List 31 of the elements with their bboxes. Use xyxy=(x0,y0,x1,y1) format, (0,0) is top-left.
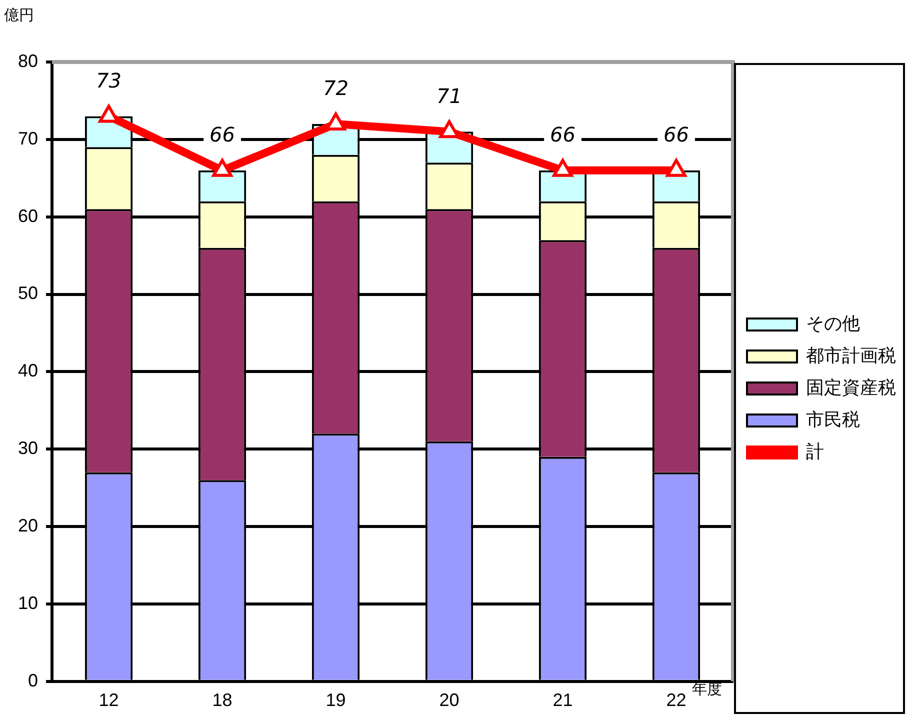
point xyxy=(212,158,232,177)
y-tick-label: 70 xyxy=(18,128,38,148)
x-tick-label: 19 xyxy=(326,690,346,710)
y-tick-label: 10 xyxy=(18,592,38,613)
x-tick-label: 20 xyxy=(439,690,460,710)
legend-label: 市民税 xyxy=(806,409,860,430)
y-tick-label: 60 xyxy=(18,206,38,226)
point xyxy=(666,158,686,177)
y-tick-label: 40 xyxy=(18,360,38,381)
legend-label: 計 xyxy=(806,441,824,462)
legend-label: その他 xyxy=(806,313,860,334)
x-tick-label: 22 xyxy=(666,690,686,710)
x-axis-title: 年度 xyxy=(692,680,722,699)
data-label: 73 xyxy=(96,68,122,92)
y-tick-label: 50 xyxy=(18,283,38,304)
y-tick-label: 30 xyxy=(18,438,38,458)
x-tick-label: 21 xyxy=(552,690,573,710)
y-tick-label: 80 xyxy=(18,50,38,71)
y-tick-label: 0 xyxy=(28,670,38,690)
data-label: 71 xyxy=(436,84,462,108)
point xyxy=(552,158,573,177)
legend-label: 都市計画税 xyxy=(806,345,896,366)
data-label: 66 xyxy=(664,122,689,147)
data-label: 72 xyxy=(323,76,348,100)
legend-label: 固定資産税 xyxy=(806,377,896,398)
y-tick-label: 20 xyxy=(18,516,38,536)
x-tick-label: 18 xyxy=(212,690,232,710)
data-label: 66 xyxy=(210,122,235,147)
y-axis-title: 億円 xyxy=(4,6,34,25)
data-label: 66 xyxy=(550,122,576,147)
x-tick-label: 12 xyxy=(98,690,119,710)
